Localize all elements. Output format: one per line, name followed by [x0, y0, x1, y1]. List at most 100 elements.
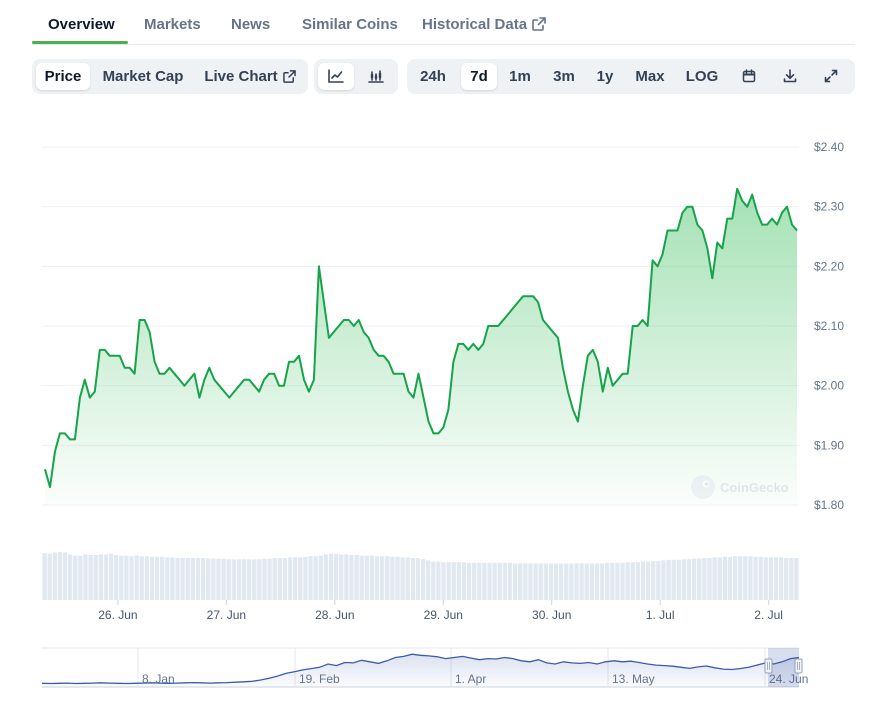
volume-bar [374, 556, 380, 600]
range-max-button[interactable]: Max [635, 68, 665, 85]
volume-bar [246, 559, 252, 600]
volume-bar [492, 562, 497, 600]
volume-bar [784, 558, 789, 600]
volume-bar [359, 555, 364, 600]
volume-bar [354, 555, 359, 600]
navigator-selection[interactable] [768, 648, 799, 687]
volume-bar [62, 552, 68, 600]
download-button[interactable] [776, 63, 804, 90]
volume-bar [748, 556, 753, 600]
volume-bar [67, 554, 73, 600]
volume-bar [625, 562, 630, 600]
volume-bar [78, 555, 83, 600]
volume-bar [415, 558, 421, 600]
volume-bar [149, 556, 155, 600]
volume-bar [277, 558, 282, 600]
volume-bar [671, 559, 676, 600]
y-tick-label: $2.40 [814, 140, 844, 154]
volume-bar [727, 556, 733, 600]
active-tab-underline [32, 41, 128, 44]
chart-style-group [314, 59, 398, 94]
price-series-line [44, 187, 798, 489]
range-1m-button[interactable]: 1m [509, 68, 531, 85]
range-24h-button[interactable]: 24h [420, 68, 446, 85]
volume-bar [564, 563, 569, 600]
volume-bar [93, 555, 98, 600]
volume-bar [221, 558, 226, 600]
volume-bar [732, 556, 738, 600]
live-chart-label: Live Chart [204, 68, 278, 85]
tab-similar-coins[interactable]: Similar Coins [302, 16, 398, 33]
volume-bar [640, 561, 646, 600]
volume-bar [344, 554, 349, 600]
volume-bar [610, 562, 615, 600]
volume-bar [487, 562, 492, 600]
volume-bar [349, 555, 354, 600]
tab-markets[interactable]: Markets [144, 16, 201, 33]
volume-bar [477, 562, 482, 600]
volume-bar [559, 563, 564, 600]
download-icon [776, 69, 804, 83]
tab-historical-data-label: Historical Data [422, 16, 528, 33]
volume-bar [768, 557, 774, 600]
watermark-text: CoinGecko [720, 480, 789, 495]
fullscreen-button[interactable] [817, 63, 845, 90]
volume-bar [323, 554, 329, 600]
x-axis: 26. Jun 27. Jun 28. Jun 29. Jun 30. Jun 1. Ju… [98, 600, 783, 622]
volume-bar [615, 562, 620, 600]
volume-bar [548, 563, 554, 600]
tab-overview[interactable]: Overview [48, 16, 115, 33]
volume-bar [420, 559, 426, 600]
line-chart-button[interactable] [318, 63, 354, 90]
external-link-icon [282, 65, 296, 92]
volume-bar [298, 557, 303, 600]
volume-bar [73, 555, 78, 600]
volume-bar [794, 558, 799, 600]
x-tick-label: 26. Jun [98, 608, 137, 622]
navigator-left-handle[interactable] [764, 658, 773, 674]
market-cap-button[interactable]: Market Cap [102, 68, 184, 85]
volume-bar [282, 558, 288, 600]
calendar-icon [735, 69, 763, 83]
volume-bar [119, 555, 124, 600]
volume-bar [502, 562, 508, 600]
range-7d-button[interactable]: 7d [461, 63, 497, 90]
volume-bar [712, 557, 717, 600]
volume-bar [206, 558, 211, 600]
volume-bar [231, 559, 236, 600]
volume-bar [702, 558, 707, 600]
price-area-fill [45, 188, 797, 506]
tab-news[interactable]: News [231, 16, 271, 33]
range-navigator[interactable]: 8. Jan 19. Feb 1. Apr 13. May 24. Jun [41, 647, 808, 688]
volume-bar [722, 556, 727, 600]
volume-bar [789, 558, 794, 600]
navigator-right-handle[interactable] [794, 658, 803, 674]
volume-bar [528, 563, 533, 600]
volume-bar [134, 555, 139, 600]
live-chart-button[interactable]: Live Chart [198, 63, 302, 90]
volume-bar [753, 556, 758, 600]
log-scale-button[interactable]: LOG [685, 68, 719, 85]
volume-bar [472, 562, 477, 600]
line-chart-icon [318, 69, 354, 83]
range-3m-button[interactable]: 3m [553, 68, 575, 85]
price-button[interactable]: Price [36, 63, 90, 90]
navigator-tick-label: 1. Apr [455, 672, 486, 686]
candlestick-chart-button[interactable] [358, 63, 394, 90]
volume-bar [579, 563, 584, 600]
volume-bar [83, 554, 88, 600]
tab-historical-data[interactable]: Historical Data [422, 16, 546, 36]
volume-bar [691, 558, 697, 600]
volume-bar [431, 561, 436, 600]
range-1y-button[interactable]: 1y [596, 68, 614, 85]
volume-bar [390, 556, 395, 600]
volume-bar [170, 557, 175, 600]
date-picker-button[interactable] [735, 63, 763, 90]
volume-bar [195, 558, 201, 600]
volume-bar [594, 563, 600, 600]
volume-bar [410, 558, 415, 600]
volume-bar [543, 563, 548, 600]
volume-bar [154, 556, 160, 600]
volume-bar [57, 552, 63, 600]
